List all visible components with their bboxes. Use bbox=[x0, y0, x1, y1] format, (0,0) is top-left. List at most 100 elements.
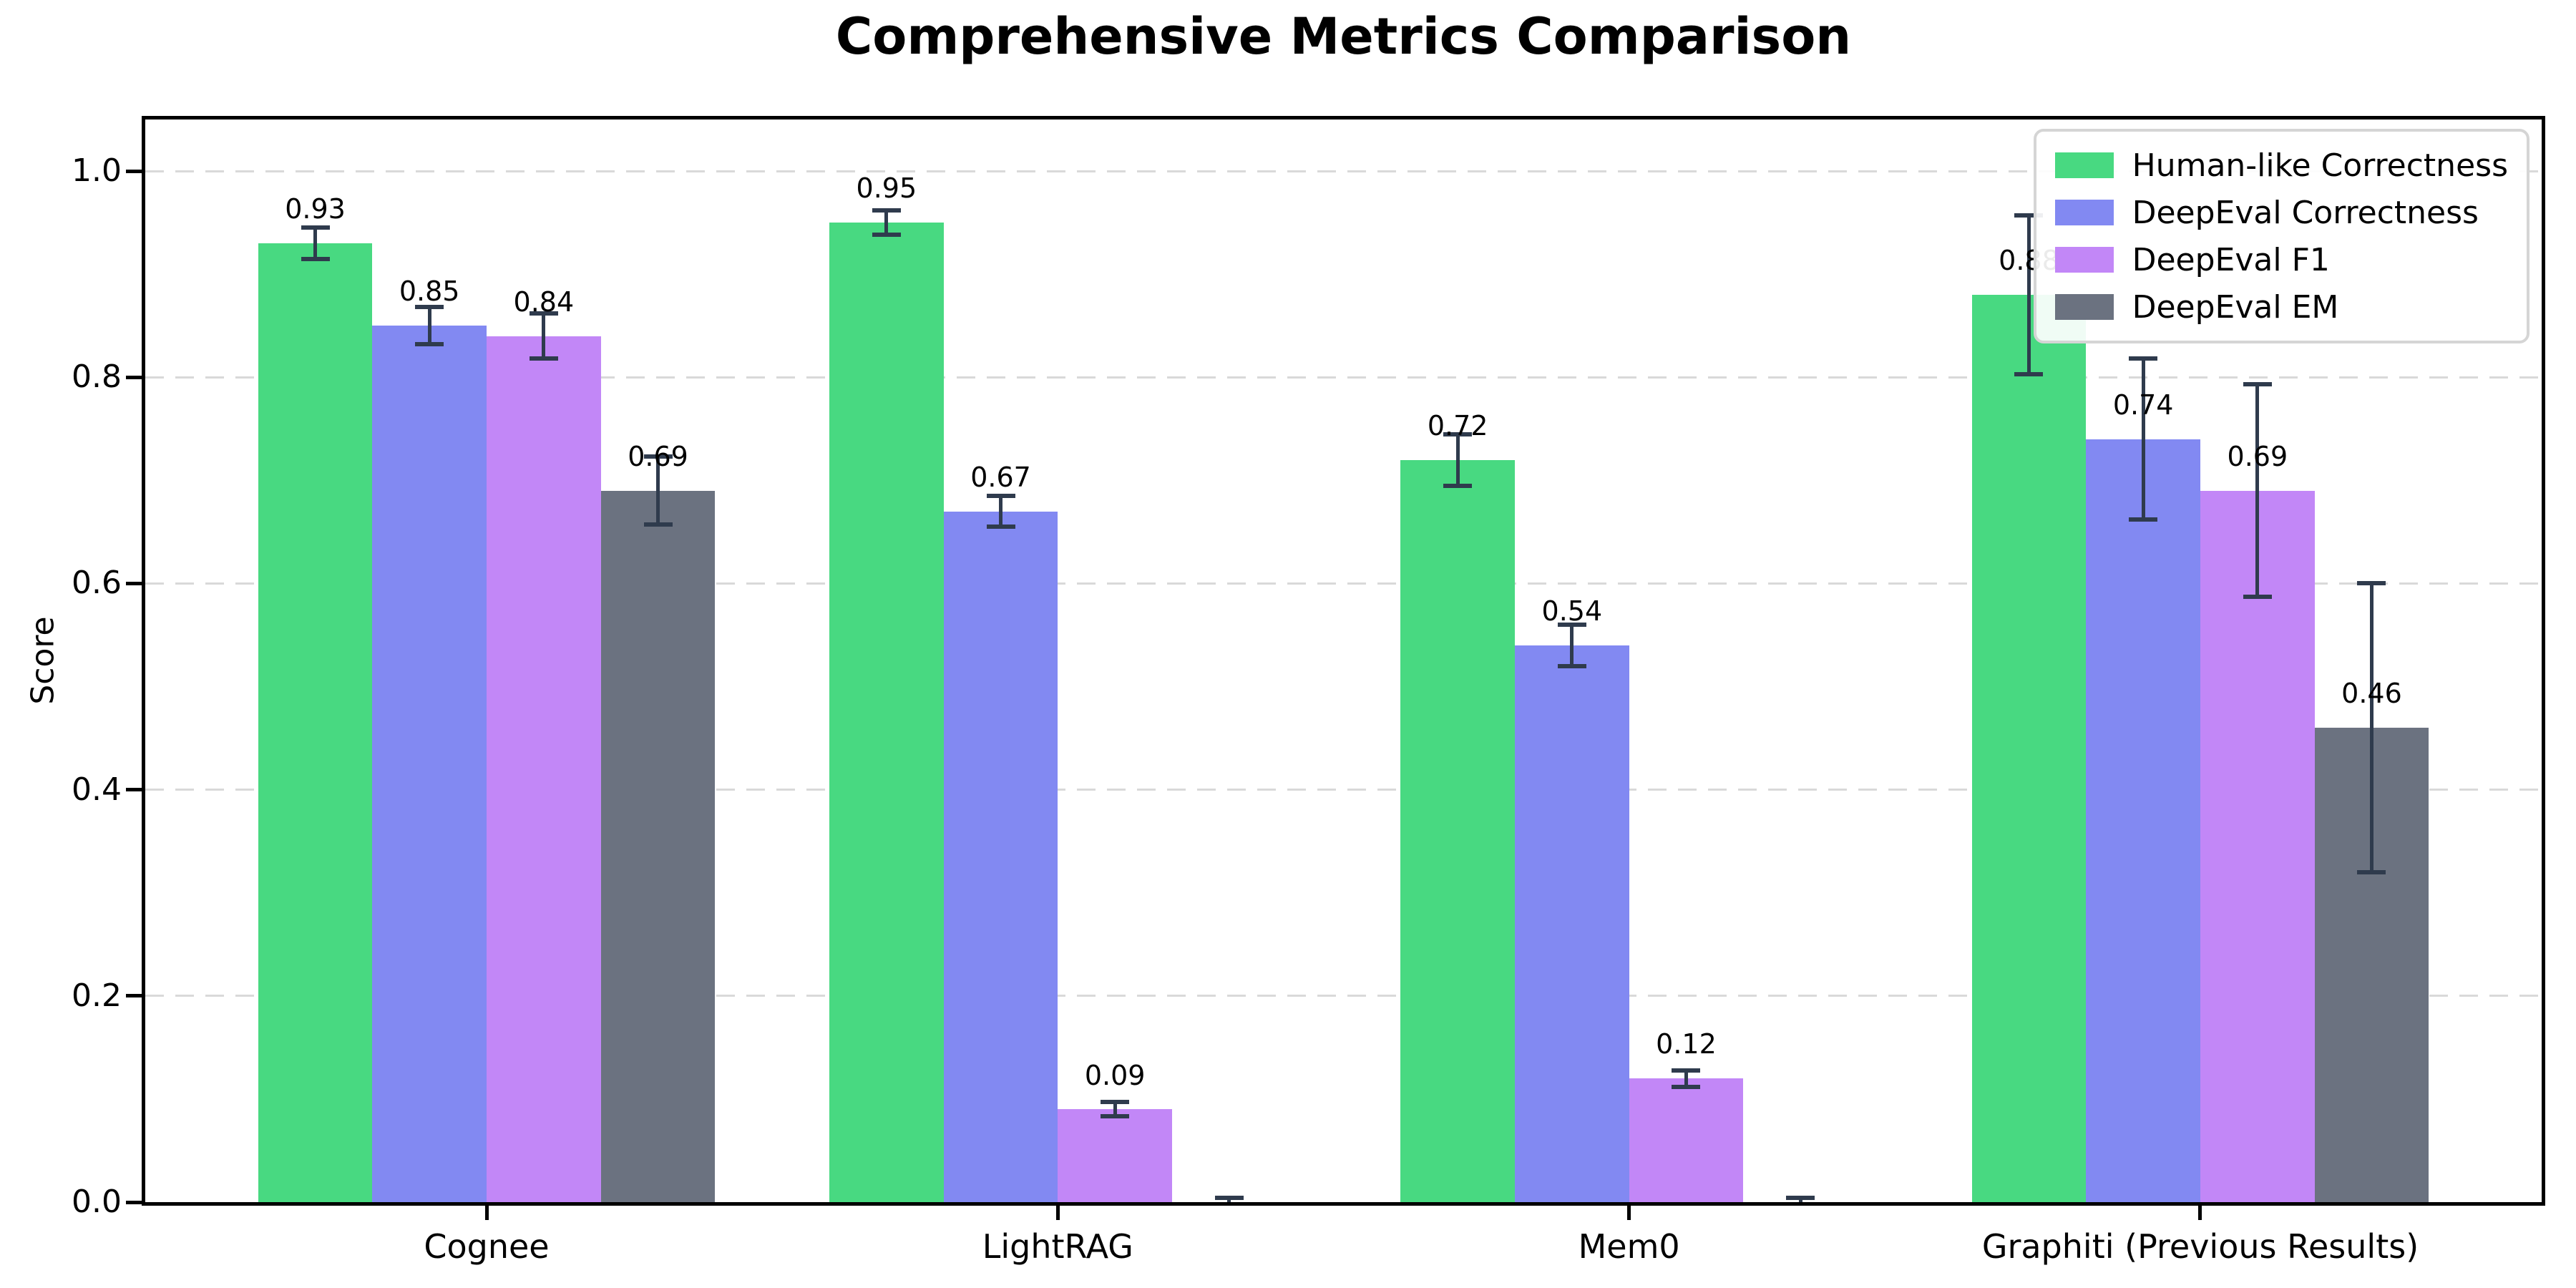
bar-value-label: 0.12 bbox=[1656, 1028, 1717, 1060]
error-bar-whisker bbox=[2369, 583, 2373, 872]
error-bar-whisker bbox=[1455, 434, 1460, 486]
error-bar-cap bbox=[529, 311, 558, 316]
bar bbox=[1971, 294, 2087, 1202]
y-axis-label: Score bbox=[24, 616, 62, 705]
bar bbox=[943, 511, 1058, 1202]
legend-item: DeepEval Correctness bbox=[2054, 192, 2508, 233]
bar bbox=[1629, 1078, 1744, 1202]
legend-label: Human-like Correctness bbox=[2132, 147, 2508, 184]
error-bar-whisker bbox=[1113, 1102, 1117, 1117]
error-bar-cap bbox=[1672, 1068, 1701, 1073]
x-tick-label: LightRAG bbox=[982, 1227, 1133, 1266]
error-bar-cap bbox=[1672, 1084, 1701, 1089]
error-bar-cap bbox=[1557, 663, 1586, 668]
bar bbox=[2086, 439, 2200, 1202]
bar bbox=[600, 490, 716, 1202]
bar bbox=[372, 326, 487, 1202]
legend-label: DeepEval Correctness bbox=[2132, 194, 2479, 231]
error-bar-cap bbox=[529, 356, 558, 361]
y-tick-mark bbox=[126, 1200, 142, 1204]
bar-value-label: 0.46 bbox=[2341, 678, 2402, 710]
error-bar-cap bbox=[1215, 1204, 1244, 1206]
chart-title: Comprehensive Metrics Comparison bbox=[835, 7, 1852, 66]
legend-item: Human-like Correctness bbox=[2054, 145, 2508, 186]
error-bar-whisker bbox=[1570, 625, 1574, 666]
error-bar-cap bbox=[2014, 371, 2044, 376]
error-bar-cap bbox=[1101, 1100, 1130, 1105]
error-bar-whisker bbox=[2026, 215, 2031, 374]
bar bbox=[829, 223, 944, 1202]
x-tick-label: Mem0 bbox=[1578, 1227, 1680, 1266]
legend-swatch bbox=[2054, 294, 2114, 320]
error-bar-cap bbox=[2357, 581, 2386, 586]
error-bar-cap bbox=[872, 208, 901, 213]
error-bar-cap bbox=[986, 493, 1015, 498]
error-bar-cap bbox=[1557, 623, 1586, 628]
bar-value-label: 0.72 bbox=[1427, 409, 1488, 441]
y-tick-label: 0.4 bbox=[72, 771, 122, 808]
error-bar-cap bbox=[1214, 1196, 1244, 1201]
y-tick-mark bbox=[126, 169, 142, 173]
bar-value-label: 0.69 bbox=[628, 440, 688, 472]
error-bar-cap bbox=[1786, 1204, 1815, 1206]
error-bar-whisker bbox=[656, 457, 660, 525]
legend-swatch bbox=[2054, 247, 2114, 273]
error-bar-cap bbox=[643, 454, 673, 459]
error-bar-cap bbox=[415, 305, 444, 310]
error-bar-cap bbox=[301, 256, 330, 261]
y-tick-mark bbox=[126, 788, 142, 792]
bar-value-label: 0.93 bbox=[285, 193, 346, 225]
error-bar-cap bbox=[2014, 213, 2044, 218]
x-tick-mark bbox=[1627, 1206, 1631, 1220]
x-tick-mark bbox=[484, 1206, 489, 1220]
error-bar-cap bbox=[1443, 483, 1473, 488]
bar-value-label: 0.74 bbox=[2112, 389, 2174, 421]
bar bbox=[487, 336, 601, 1202]
bar-value-label: 0.54 bbox=[1541, 595, 1603, 628]
error-bar-whisker bbox=[2141, 358, 2145, 520]
bar-value-label: 0.09 bbox=[1084, 1059, 1146, 1091]
grid-line bbox=[145, 995, 2542, 997]
y-tick-mark bbox=[126, 581, 142, 585]
legend-item: DeepEval EM bbox=[2054, 286, 2508, 328]
bar-value-label: 0.67 bbox=[970, 461, 1031, 493]
error-bar-whisker bbox=[427, 307, 431, 345]
error-bar-cap bbox=[986, 525, 1015, 530]
x-tick-label: Cognee bbox=[424, 1227, 550, 1266]
error-bar-whisker bbox=[542, 313, 546, 359]
bar bbox=[1058, 1109, 1172, 1202]
error-bar-whisker bbox=[999, 495, 1002, 527]
y-tick-label: 0.2 bbox=[72, 977, 122, 1014]
grid-line bbox=[145, 376, 2542, 379]
error-bar-whisker bbox=[1684, 1070, 1688, 1087]
bar-value-label: 0.69 bbox=[2227, 440, 2288, 472]
error-bar-cap bbox=[1443, 431, 1473, 436]
legend-label: DeepEval F1 bbox=[2132, 241, 2330, 278]
error-bar-cap bbox=[2129, 517, 2158, 522]
y-tick-label: 0.6 bbox=[72, 565, 122, 602]
grid-line bbox=[145, 789, 2542, 791]
bar bbox=[1400, 459, 1515, 1202]
error-bar-cap bbox=[415, 342, 444, 347]
bar bbox=[258, 243, 373, 1202]
x-tick-label: Graphiti (Previous Results) bbox=[1981, 1227, 2419, 1266]
bar bbox=[1514, 645, 1629, 1202]
legend-swatch bbox=[2054, 200, 2114, 225]
y-tick-label: 0.0 bbox=[72, 1184, 122, 1220]
error-bar-cap bbox=[643, 522, 673, 527]
error-bar-cap bbox=[872, 233, 901, 238]
y-tick-label: 0.8 bbox=[72, 358, 122, 396]
legend-label: DeepEval EM bbox=[2132, 288, 2339, 326]
error-bar-whisker bbox=[313, 228, 317, 259]
bar-value-label: 0.95 bbox=[856, 172, 917, 205]
error-bar-whisker bbox=[884, 210, 889, 235]
error-bar-whisker bbox=[2255, 384, 2260, 597]
y-tick-label: 1.0 bbox=[72, 152, 122, 190]
grid-line bbox=[145, 582, 2542, 585]
x-tick-mark bbox=[2198, 1206, 2202, 1220]
grid-line bbox=[145, 170, 2542, 172]
bar-value-label: 0.84 bbox=[513, 286, 575, 318]
y-tick-mark bbox=[126, 375, 142, 379]
error-bar-cap bbox=[2243, 382, 2272, 387]
